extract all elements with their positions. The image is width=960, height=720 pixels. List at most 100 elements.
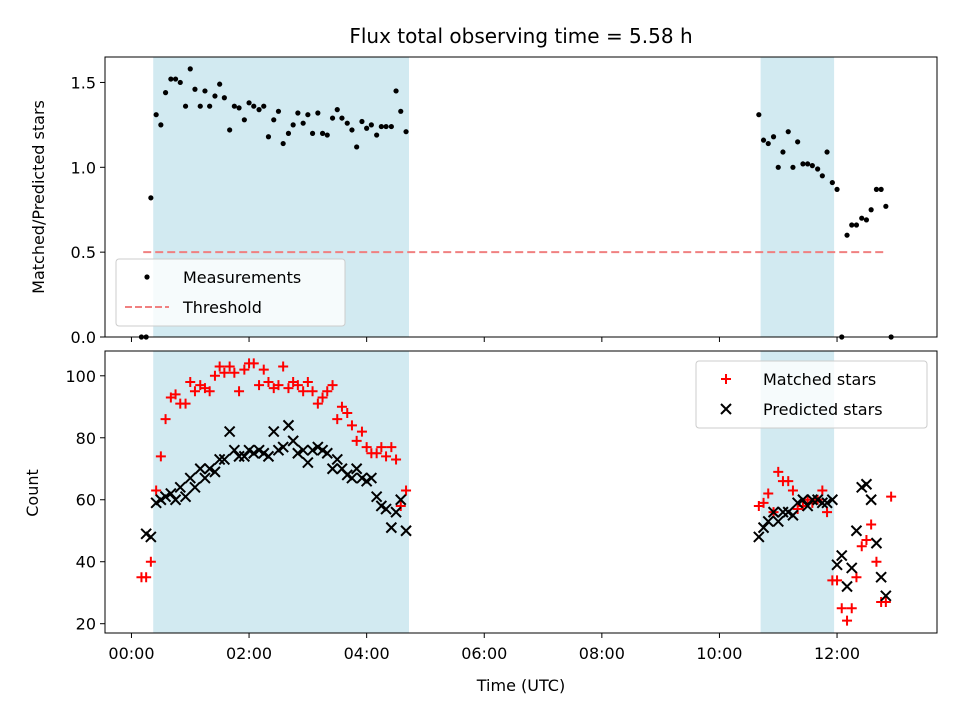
measurement-point [251,103,257,109]
measurement-point [212,93,218,99]
top-legend-box [115,258,346,327]
measurement-point [271,117,277,123]
bottom-y-ticks: 20 40 60 80 100 [65,367,105,634]
predicted-star-point [262,450,275,463]
matched-star-point [145,556,156,567]
measurement-point [241,117,247,123]
matched-star-point [209,370,220,381]
predicted-star-point [169,494,182,506]
measurement-point [182,103,189,109]
predicted-star-point [801,500,814,512]
matched-star-point [248,358,259,369]
matched-star-point [332,414,343,425]
legend-matched-label: Matched stars [763,370,876,389]
bottom-ytick-label: 100 [65,367,96,386]
measurement-point [295,110,301,116]
matched-star-point [361,442,372,453]
matched-star-point [842,615,853,626]
measurement-point [834,186,840,192]
top-axes-frame [104,56,938,338]
predicted-stars-points [140,419,892,602]
predicted-star-point [875,571,887,583]
matched-star-point [822,507,833,518]
measurement-point [221,95,227,101]
matched-star-point [817,485,828,496]
predicted-star-point [753,531,765,543]
measurement-point [290,122,296,128]
matched-star-point [395,500,406,511]
flux-ratio-panel: 0.0 0.5 1.0 1.5 Matched/Predicted stars Mea… [29,56,938,347]
predicted-star-point [365,472,378,484]
measurement-point [388,123,394,130]
bottom-x-ticks: 00:00 02:00 04:00 06:00 08:00 10:00 12:00 [108,633,860,663]
predicted-star-point [772,515,784,528]
measurement-point [859,215,865,221]
measurement-point [280,140,286,147]
measurement-point [760,137,767,143]
matched-star-point [141,572,152,583]
predicted-star-point [145,531,157,543]
measurement-point [849,222,855,228]
matched-star-point [254,380,265,391]
measurement-points [138,66,894,340]
top-ytick-label: 1.5 [71,73,96,92]
legend-threshold-label: Threshold [182,298,262,317]
top-legend: Measurements Threshold [115,258,346,327]
matched-star-point [278,361,289,372]
predicted-star-point [159,490,172,503]
predicted-star-point [370,490,383,503]
matched-star-point [880,597,891,608]
predicted-star-point [228,444,241,456]
measurement-point [162,90,169,96]
matched-star-point [787,485,798,496]
matched-star-point [763,488,774,499]
legend-predicted-marker [720,403,732,415]
predicted-star-point [287,435,299,447]
predicted-star-point [385,521,398,534]
predicted-star-point [213,453,226,466]
bottom-xtick-label: 12:00 [814,644,860,663]
matched-star-point [401,485,412,496]
matched-star-point [224,361,235,372]
measurement-point [756,112,762,118]
measurement-point [231,103,237,109]
predicted-star-point [400,525,412,537]
predicted-star-point [268,425,280,438]
top-y-ticks: 0.0 0.5 1.0 1.5 [71,73,105,347]
measurement-point [265,134,272,140]
measurement-point [329,115,336,121]
predicted-star-point [380,503,392,515]
measurement-point [227,127,233,133]
matched-star-point [886,491,897,502]
measurement-point [403,129,409,135]
measurement-point [153,112,159,118]
measurement-point [275,108,282,114]
matched-star-point [371,448,382,459]
matched-star-point [219,367,230,378]
bottom-xtick-label: 08:00 [579,644,625,663]
top-ytick-label: 0.0 [71,328,96,347]
matched-star-point [871,556,882,567]
measurement-point [770,134,777,140]
matched-star-point [155,451,166,462]
x-axis-label: Time (UTC) [476,676,565,695]
measurement-point [819,173,825,179]
chart-title: Flux total observing time = 5.58 h [349,24,692,48]
top-shade-1 [760,57,835,337]
measurement-point [349,127,355,133]
predicted-star-point [346,472,358,484]
measurement-point [844,232,850,238]
bottom-xtick-label: 04:00 [344,644,390,663]
measurement-point [824,149,830,155]
measurement-point [364,125,370,131]
predicted-star-point [826,494,839,506]
measurement-point [800,161,806,167]
measurement-point [383,123,389,130]
matched-star-point [273,380,284,391]
matched-star-point [386,442,397,453]
matched-star-point [351,435,362,446]
measurement-point [207,103,213,109]
star-count-panel: 20 40 60 80 100 00:00 02:00 04:00 06:00 08:00 10:… [23,350,938,695]
matched-star-point [381,451,392,462]
measurement-point [177,79,183,86]
